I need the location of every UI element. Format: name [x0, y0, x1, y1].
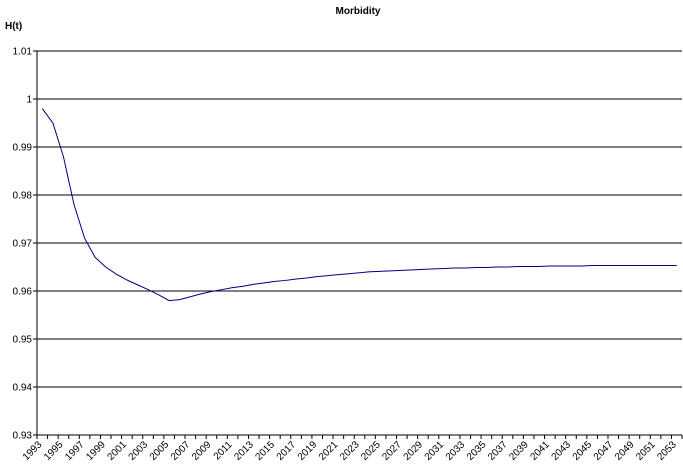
x-tick-label-22: 2037 [486, 439, 510, 463]
x-tick-label-1: 1995 [42, 439, 66, 463]
x-tick-label-12: 2017 [275, 439, 299, 463]
x-tick-label-27: 2047 [592, 439, 616, 463]
x-tick-label-14: 2021 [317, 439, 341, 463]
chart-title: Morbidity [336, 6, 381, 17]
x-tick-label-13: 2019 [296, 439, 320, 463]
x-tick-label-3: 1999 [84, 439, 108, 463]
x-tick-label-25: 2043 [550, 439, 574, 463]
x-tick-labels: 1993199519971999200120032005200720092011… [21, 435, 683, 463]
x-tick-label-2: 1997 [63, 439, 87, 463]
y-tick-label-6: 0.99 [13, 143, 33, 154]
y-tick-label-3: 0.96 [13, 287, 33, 298]
x-tick-label-15: 2023 [338, 439, 362, 463]
x-tick-label-10: 2013 [232, 439, 256, 463]
gridlines [33, 50, 682, 436]
y-tick-label-5: 0.98 [13, 191, 33, 202]
x-tick-label-26: 2045 [571, 439, 595, 463]
x-tick-label-8: 2009 [190, 439, 214, 463]
y-tick-label-2: 0.95 [13, 335, 33, 346]
x-tick-label-30: 2053 [655, 439, 679, 463]
x-tick-label-28: 2049 [613, 439, 637, 463]
y-tick-label-7: 1 [26, 95, 32, 106]
x-tick-label-5: 2003 [127, 439, 151, 463]
x-tick-label-0: 1993 [21, 439, 45, 463]
x-tick-label-7: 2007 [169, 439, 193, 463]
x-tick-label-23: 2039 [507, 439, 531, 463]
x-tick-label-29: 2051 [634, 439, 658, 463]
y-tick-label-1: 0.94 [13, 383, 33, 394]
y-tick-label-8: 1.01 [13, 47, 33, 58]
x-tick-label-20: 2033 [444, 439, 468, 463]
x-tick-label-24: 2041 [528, 439, 552, 463]
x-tick-label-21: 2035 [465, 439, 489, 463]
x-tick-label-19: 2031 [423, 439, 447, 463]
y-tick-labels: 0.93 0.94 0.95 0.96 0.97 0.98 0.99 1 1.01 [13, 47, 33, 442]
x-tick-label-16: 2025 [359, 439, 383, 463]
series-group [41, 108, 677, 302]
y-tick-label-0: 0.93 [13, 431, 33, 442]
x-tick-label-9: 2011 [212, 439, 235, 462]
x-tick-label-17: 2027 [380, 439, 404, 463]
x-tick-label-18: 2029 [402, 439, 426, 463]
x-tick-label-11: 2015 [254, 439, 278, 463]
y-tick-label-4: 0.97 [13, 239, 33, 250]
x-tick-label-6: 2005 [148, 439, 172, 463]
x-tick-label-4: 2001 [105, 439, 129, 463]
series-line-0 [41, 108, 677, 302]
y-axis-label: H(t) [5, 21, 22, 32]
